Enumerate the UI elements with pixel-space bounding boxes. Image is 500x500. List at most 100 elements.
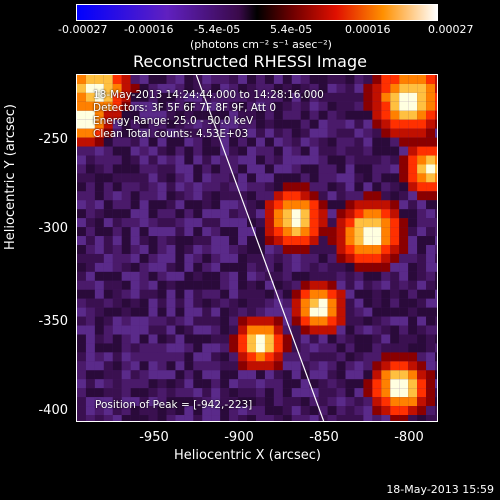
heatmap-cell (417, 397, 427, 407)
heatmap-cell (327, 155, 337, 165)
heatmap-cell (211, 137, 221, 147)
heatmap-cell (399, 209, 409, 219)
heatmap-cell (318, 352, 328, 362)
heatmap-cell (363, 83, 373, 93)
heatmap-cell (426, 289, 436, 299)
heatmap-cell (318, 75, 328, 84)
heatmap-cell (256, 209, 265, 219)
heatmap-cell (381, 119, 391, 129)
heatmap-cell (166, 388, 176, 398)
heatmap-cell (291, 388, 301, 398)
heatmap-cell (211, 227, 221, 237)
heatmap-cell (139, 209, 149, 219)
heatmap-cell (300, 388, 310, 398)
heatmap-cell (309, 397, 319, 407)
heatmap-cell (103, 236, 113, 246)
heatmap-cell (220, 325, 230, 335)
heatmap-cell (336, 253, 346, 263)
heatmap-cell (85, 415, 95, 421)
heatmap-cell (399, 227, 409, 237)
heatmap-cell (381, 298, 391, 308)
heatmap-cell (77, 388, 86, 398)
heatmap-cell (229, 92, 239, 102)
heatmap-cell (202, 164, 212, 174)
heatmap-cell (327, 397, 337, 407)
heatmap-cell (426, 200, 436, 210)
heatmap-cell (426, 173, 436, 183)
heatmap-cell (336, 280, 346, 290)
heatmap-cell (264, 397, 274, 407)
heatmap-cell (345, 200, 355, 210)
heatmap-cell (238, 343, 248, 353)
heatmap-cell (184, 307, 194, 317)
heatmap-cell (202, 325, 212, 335)
heatmap-cell (345, 343, 355, 353)
heatmap-cell (300, 253, 310, 263)
heatmap-cell (184, 200, 194, 210)
heatmap-cell (399, 397, 409, 407)
heatmap-cell (327, 334, 337, 344)
heatmap-cell (336, 75, 346, 84)
heatmap-cell (264, 209, 274, 219)
heatmap-cell (247, 307, 257, 317)
heatmap-cell (336, 406, 346, 416)
heatmap-cell (229, 218, 239, 228)
heatmap-cell (103, 146, 113, 156)
heatmap-cell (211, 209, 221, 219)
heatmap-cell (363, 334, 373, 344)
heatmap-cell (256, 415, 265, 421)
heatmap-cell (220, 236, 230, 246)
heatmap-cell (336, 209, 346, 219)
heatmap-cell (184, 334, 194, 344)
x-tick-label: -900 (224, 430, 254, 445)
heatmap-cell (372, 307, 382, 317)
heatmap-cell (220, 245, 230, 254)
heatmap-cell (273, 137, 283, 147)
heatmap-cell (94, 361, 104, 371)
heatmap-cell (273, 92, 283, 102)
heatmap-cell (408, 370, 418, 380)
heatmap-cell (264, 343, 274, 353)
heatmap-cell (273, 262, 283, 272)
heatmap-cell (417, 209, 427, 219)
heatmap-cell (435, 298, 437, 308)
heatmap-cell (103, 200, 113, 210)
heatmap-cell (148, 182, 158, 192)
heatmap-cell (408, 146, 418, 156)
heatmap-cell (345, 164, 355, 174)
heatmap-cell (139, 271, 149, 281)
heatmap-cell (318, 343, 328, 353)
heatmap-cell (336, 325, 346, 335)
heatmap-cell (77, 182, 86, 192)
heatmap-cell (291, 119, 301, 129)
heatmap-cell (148, 361, 158, 371)
heatmap-cell (148, 146, 158, 156)
heatmap-cell (139, 280, 149, 290)
heatmap-cell (345, 191, 355, 201)
heatmap-cell (264, 146, 274, 156)
heatmap-cell (85, 388, 95, 398)
heatmap-cell (103, 406, 113, 416)
heatmap-cell (148, 370, 158, 380)
heatmap-cell (130, 361, 140, 371)
heatmap-cell (372, 236, 382, 246)
heatmap-cell (211, 173, 221, 183)
heatmap-cell (354, 388, 364, 398)
heatmap-cell (184, 110, 194, 120)
heatmap-cell (166, 316, 176, 326)
heatmap-cell (139, 415, 149, 421)
heatmap-cell (85, 209, 95, 219)
heatmap-cell (426, 370, 436, 380)
heatmap-cell (148, 110, 158, 120)
heatmap-cell (291, 271, 301, 281)
heatmap-cell (202, 397, 212, 407)
heatmap-cell (130, 83, 140, 93)
heatmap-cell (282, 245, 292, 254)
heatmap-cell (184, 92, 194, 102)
heatmap-cell (264, 406, 274, 416)
heatmap-cell (273, 182, 283, 192)
heatmap-cell (300, 155, 310, 165)
heatmap-cell (202, 110, 212, 120)
heatmap-cell (238, 200, 248, 210)
heatmap-cell (130, 137, 140, 147)
